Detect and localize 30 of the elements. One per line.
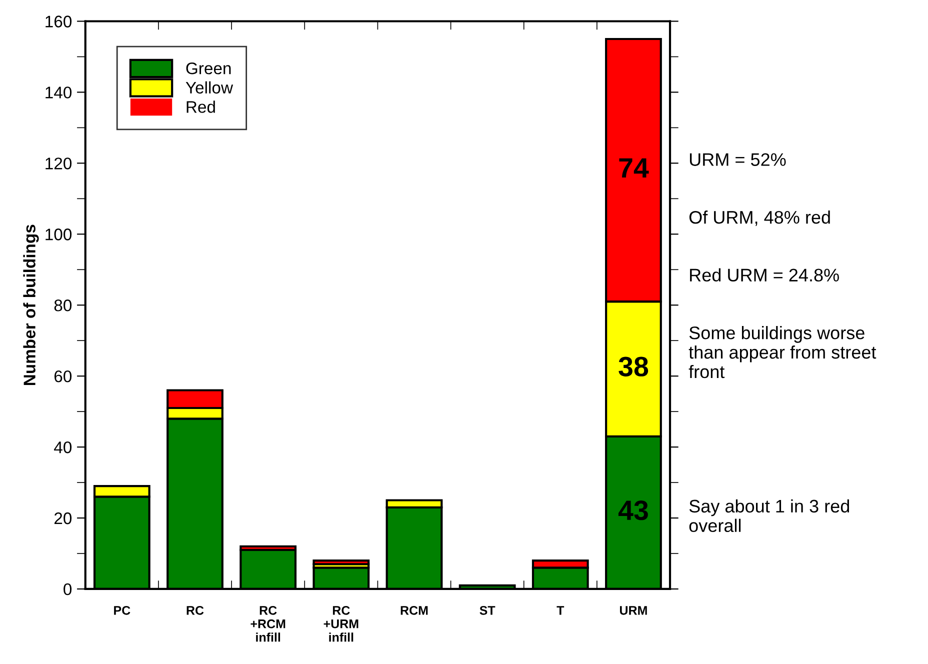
legend-label: Red [186, 100, 215, 113]
y-tick-label: 120 [46, 158, 72, 170]
x-tick-label: ST [480, 606, 496, 615]
x-tick-label: PC [114, 606, 130, 615]
data-label: 43 [618, 500, 648, 520]
y-axis-title: Number of buildings [23, 224, 39, 386]
y-tick-label: 160 [46, 16, 72, 28]
text: Some buildings worse than appear from street front [688, 326, 876, 378]
data-label: 74 [619, 158, 649, 178]
y-tick-label: 60 [54, 370, 72, 382]
x-tick-label: RC +URM infill [324, 606, 358, 642]
y-tick-label: 40 [54, 441, 72, 454]
x-tick-label: RC +RCM infill [250, 606, 286, 642]
x-tick-label: URM [620, 606, 647, 615]
text: Red URM = 24.8% [690, 268, 839, 282]
y-tick-label: 100 [46, 228, 72, 240]
x-tick-label: T [556, 606, 564, 615]
legend-label: Green [186, 62, 231, 74]
data-label: 38 [618, 356, 648, 376]
text: Of URM, 48% red [689, 210, 830, 226]
bar [312, 560, 370, 566]
legend-label: Yellow [186, 81, 234, 94]
y-tick-label: 0 [64, 583, 72, 596]
text: Say about 1 in 3 red overall [689, 499, 850, 532]
x-tick-label: RCM [400, 606, 428, 615]
y-tick-label: 20 [54, 512, 72, 524]
x-tick-label: RC [186, 606, 204, 615]
y-tick-label: 80 [54, 300, 72, 312]
text: URM = 52% [690, 153, 786, 166]
y-tick-label: 140 [46, 86, 72, 98]
